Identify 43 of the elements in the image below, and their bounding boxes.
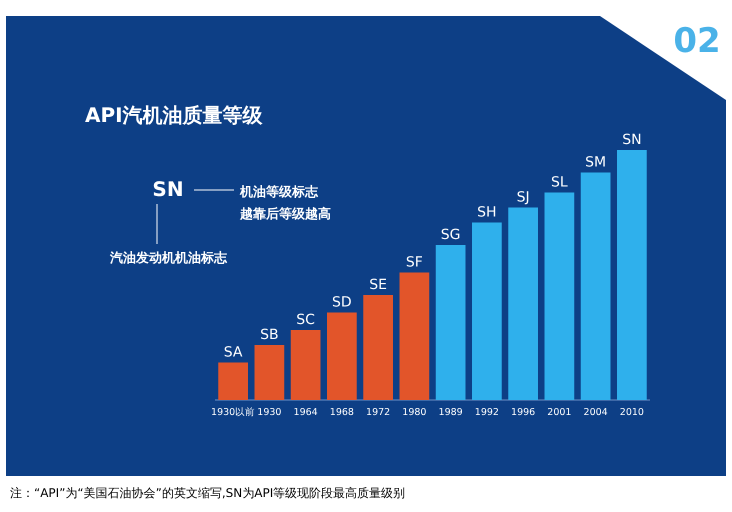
x-tick-label: 1992 <box>474 407 499 418</box>
annotation: 机油等级标志 <box>239 184 319 200</box>
annotation: SM <box>585 154 606 170</box>
bar <box>436 245 466 400</box>
annotation: SF <box>406 254 423 270</box>
annotation: SA <box>224 344 243 360</box>
x-tick-label: 1972 <box>366 407 390 418</box>
annotation: SE <box>369 277 387 293</box>
annotation: 越靠后等级越高 <box>239 206 331 222</box>
x-tick-label: 1989 <box>438 407 463 418</box>
bar <box>254 345 284 400</box>
x-tick-label: 2010 <box>620 407 644 418</box>
x-tick-label: 1964 <box>294 407 318 418</box>
bar <box>580 172 610 400</box>
bar <box>400 272 430 400</box>
annotation: SD <box>332 294 352 310</box>
bar <box>290 330 320 400</box>
annotation: SH <box>477 204 497 220</box>
x-tick-label: 1980 <box>402 407 426 418</box>
chart-title: API汽机油质量等级 <box>85 103 264 127</box>
x-tick-label: 1996 <box>511 407 536 418</box>
x-tick-label: 2001 <box>547 407 572 418</box>
bar <box>617 150 647 400</box>
bar <box>508 208 538 400</box>
bar <box>363 295 393 400</box>
annotation: SG <box>440 227 460 243</box>
x-tick-label: 1930以前 <box>211 406 256 418</box>
text: 注：“API”为“美国石油协会”的英文缩写,SN为API等级现阶段最高质量级别 <box>10 486 406 500</box>
annotation: SJ <box>516 190 530 206</box>
bar <box>472 222 502 400</box>
bar <box>327 312 357 400</box>
x-tick-label: 1930 <box>257 407 282 418</box>
x-tick-label: 1968 <box>330 407 354 418</box>
bar <box>218 362 248 400</box>
annotation: 汽油发动机机油标志 <box>109 250 228 266</box>
text: SN <box>622 132 642 148</box>
annotation: SL <box>551 174 568 190</box>
x-tick-label: 2004 <box>584 407 608 418</box>
text: SN <box>152 177 184 201</box>
annotation: SC <box>296 312 316 328</box>
bar <box>544 192 574 400</box>
annotation: SB <box>260 327 279 343</box>
text: 02 <box>673 21 721 61</box>
